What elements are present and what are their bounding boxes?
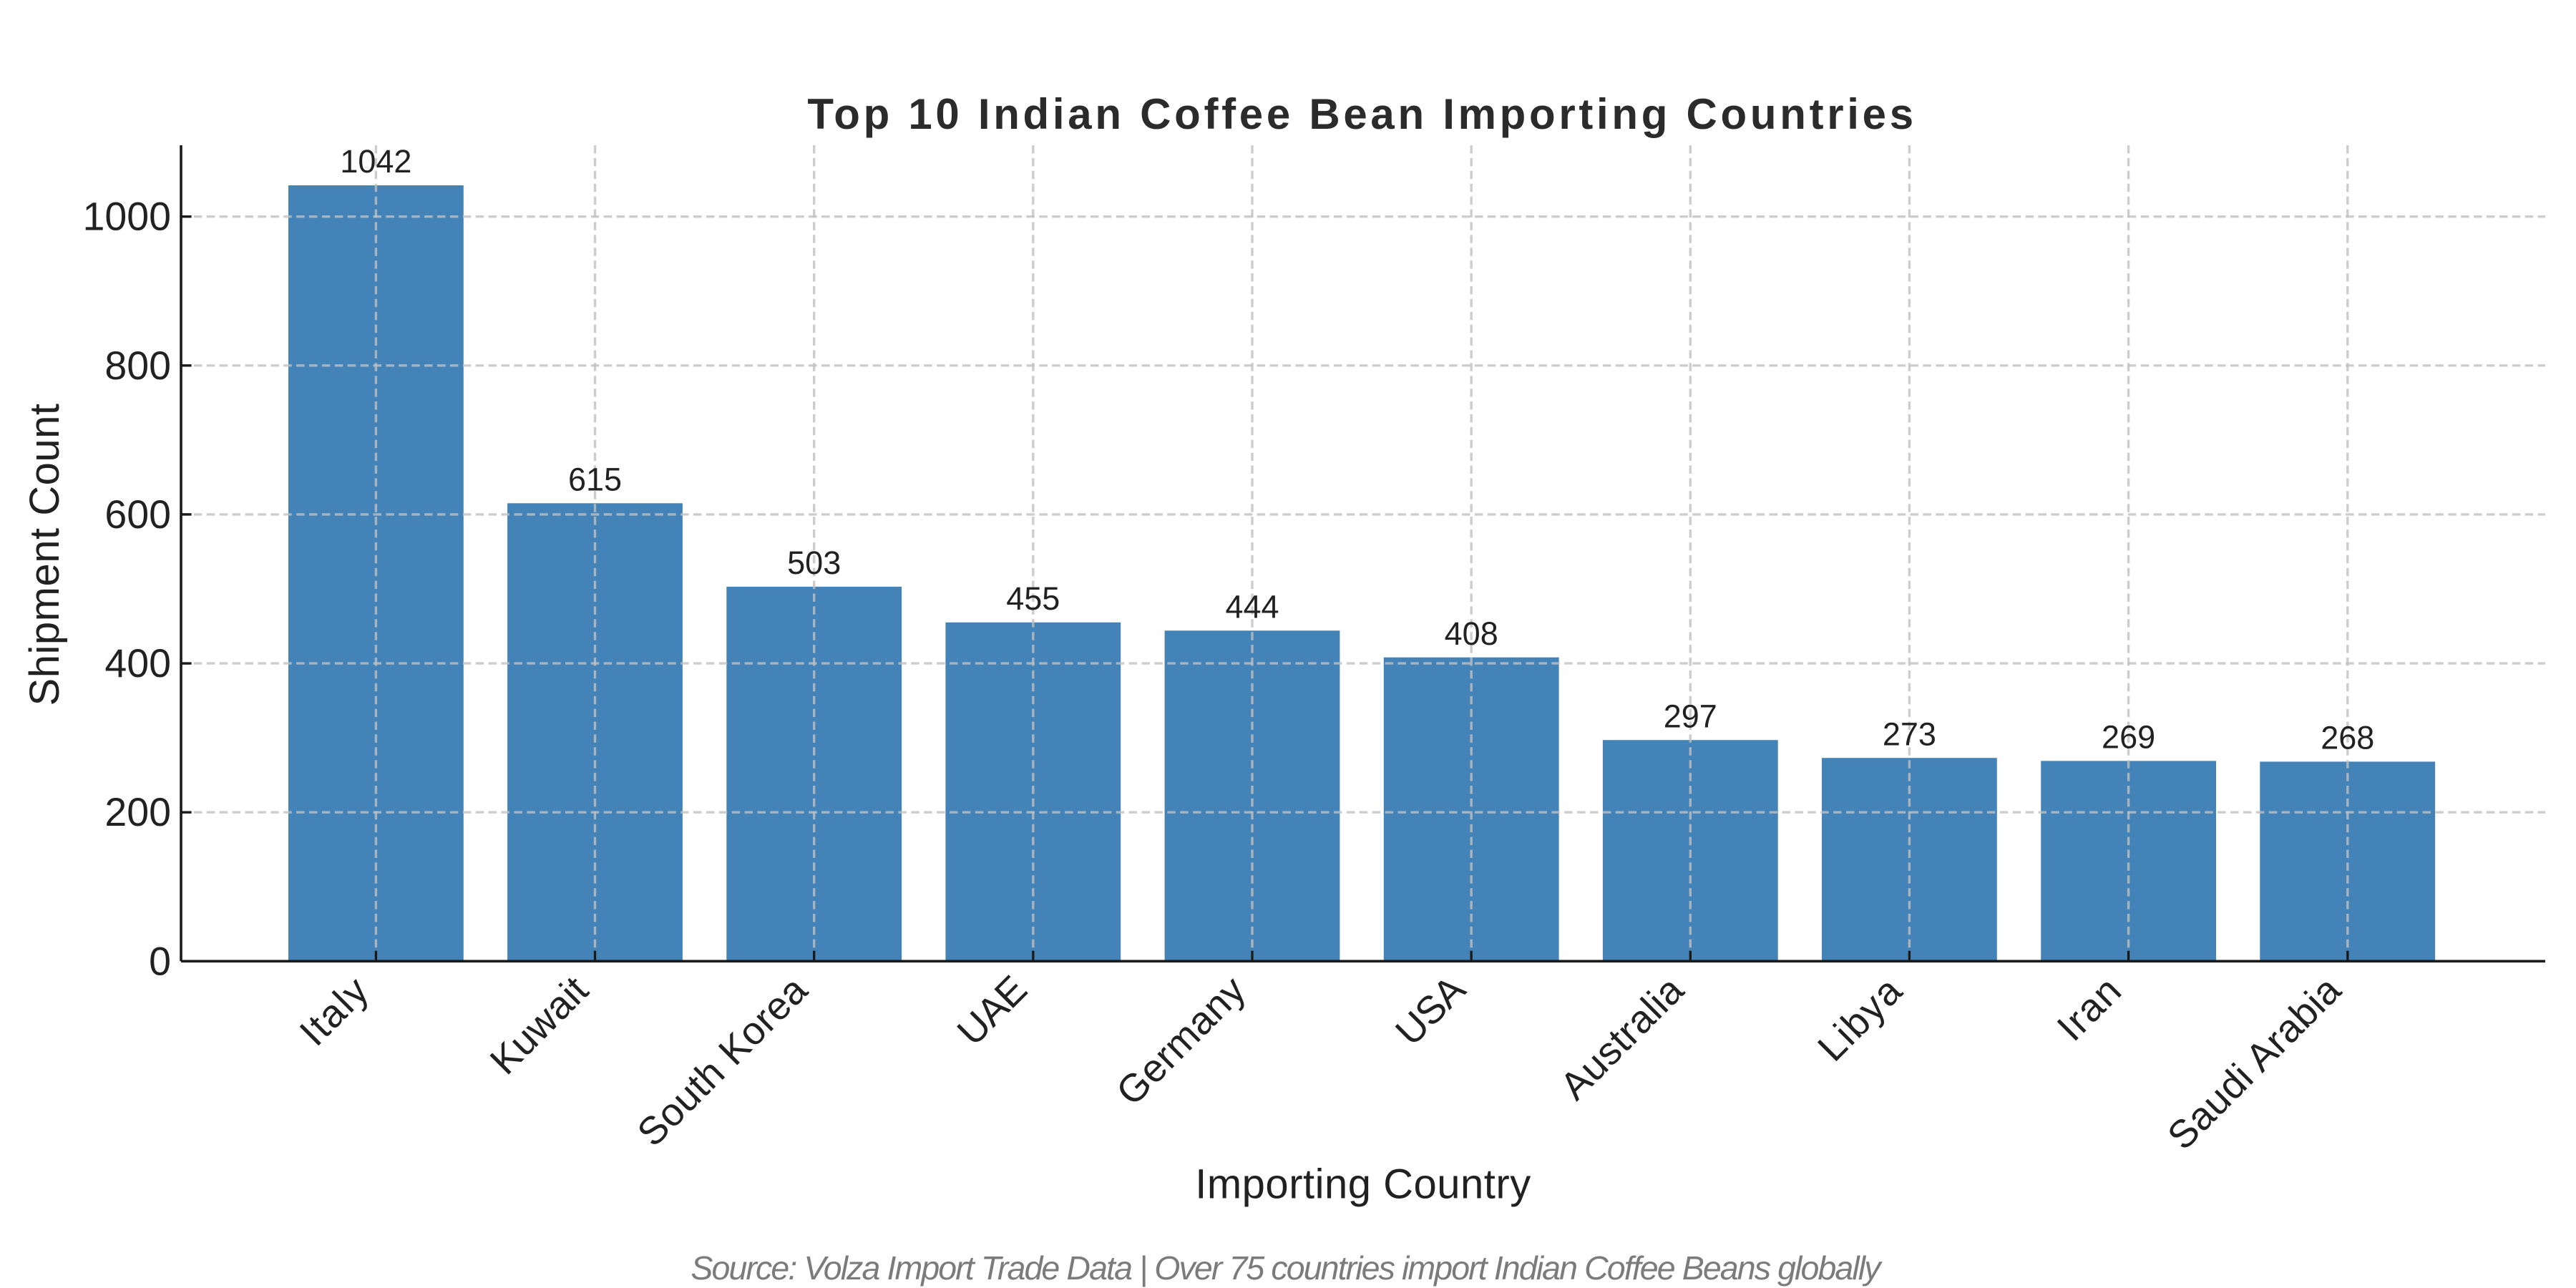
svg-text:455: 455 (1006, 580, 1060, 617)
svg-text:1042: 1042 (340, 143, 411, 180)
svg-text:408: 408 (1445, 615, 1498, 652)
svg-text:400: 400 (104, 641, 171, 686)
svg-text:297: 297 (1664, 698, 1717, 734)
svg-text:615: 615 (568, 462, 622, 498)
svg-text:Top 10 Indian Coffee Bean Impo: Top 10 Indian Coffee Bean Importing Coun… (807, 90, 1916, 138)
svg-text:0: 0 (149, 939, 171, 983)
svg-text:600: 600 (104, 492, 171, 537)
svg-text:503: 503 (787, 545, 841, 581)
svg-text:200: 200 (104, 790, 171, 834)
svg-text:Importing Country: Importing Country (1195, 1161, 1531, 1208)
svg-text:444: 444 (1225, 589, 1279, 625)
svg-text:800: 800 (104, 343, 171, 388)
svg-text:273: 273 (1883, 716, 1936, 752)
svg-text:268: 268 (2321, 720, 2374, 756)
svg-text:Shipment Count: Shipment Count (21, 404, 68, 706)
svg-text:269: 269 (2102, 719, 2155, 756)
svg-text:Source: Volza Import Trade Dat: Source: Volza Import Trade Data | Over 7… (691, 1249, 1883, 1287)
svg-text:1000: 1000 (83, 195, 171, 239)
